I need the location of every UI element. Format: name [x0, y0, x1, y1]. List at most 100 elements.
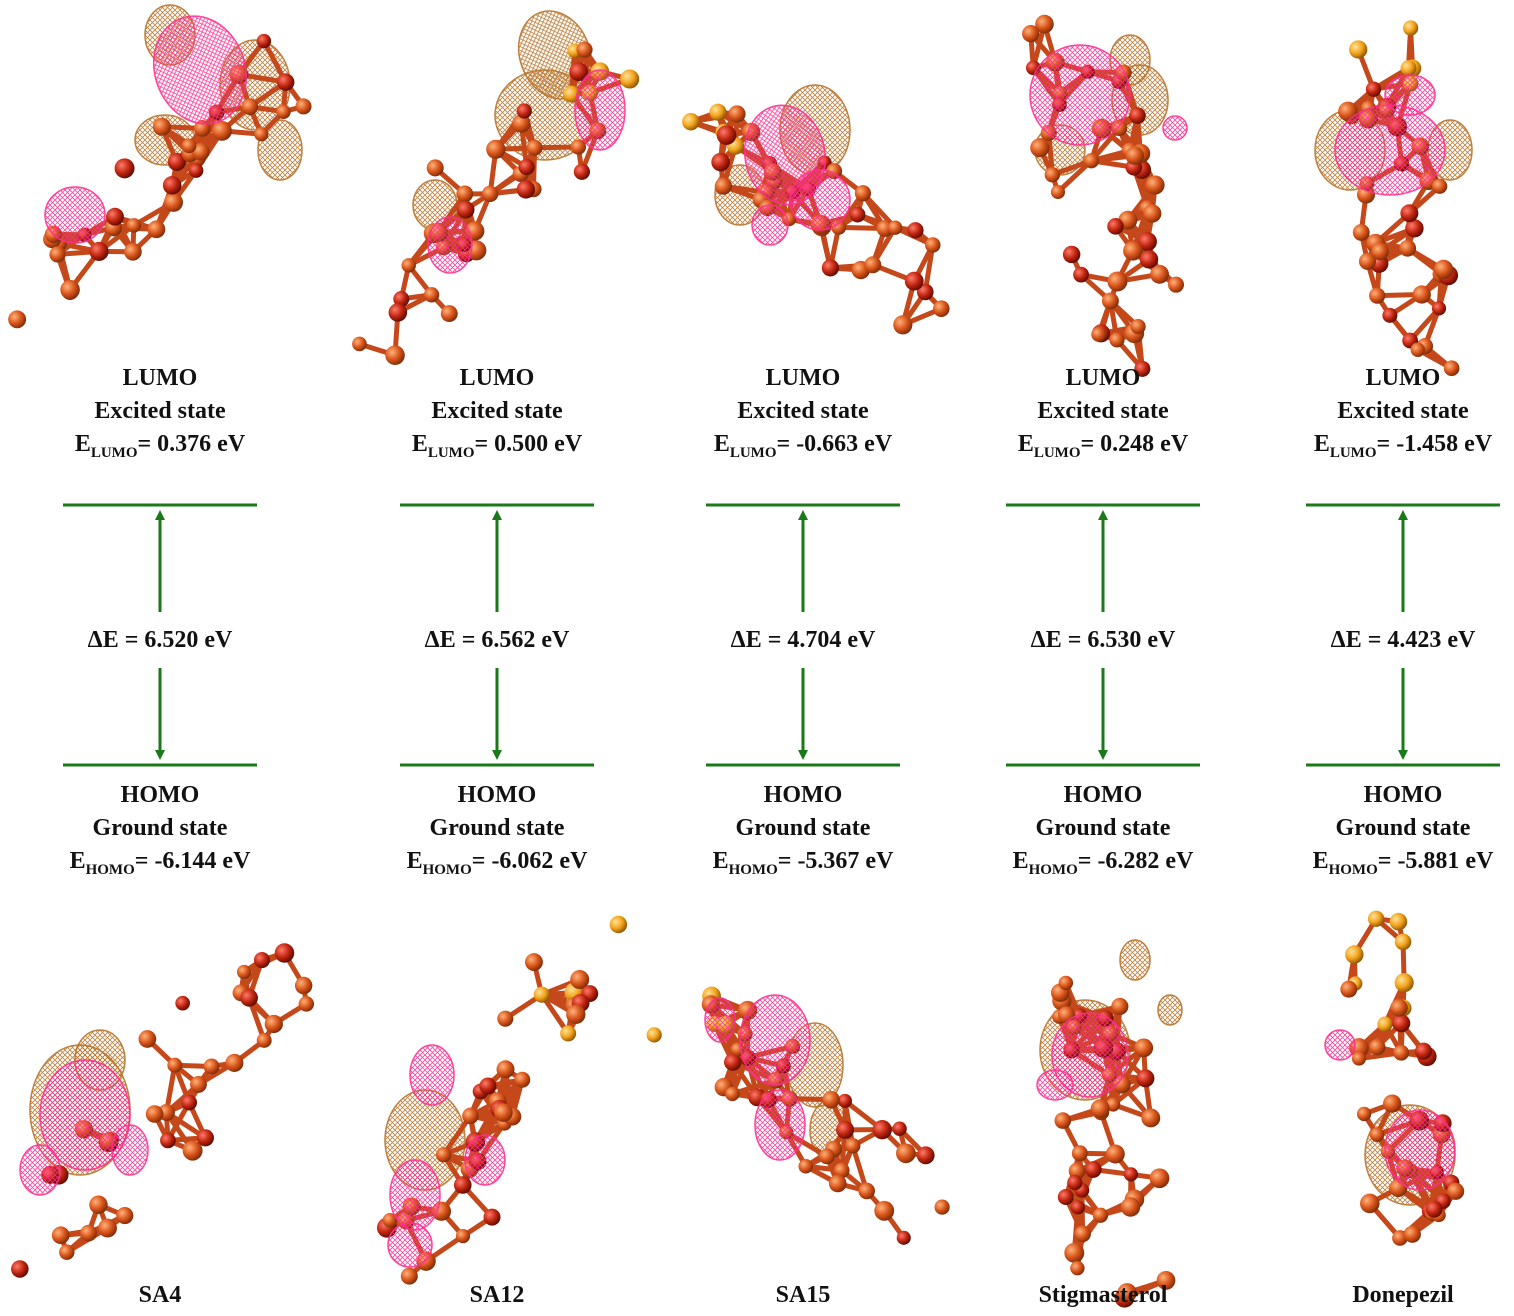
- atom: [212, 120, 232, 141]
- atom: [533, 986, 550, 1003]
- atom: [401, 258, 416, 273]
- atom: [1351, 1051, 1367, 1066]
- atom: [147, 220, 166, 239]
- orbital-lobe-positive: [754, 1089, 806, 1161]
- homo-label: HOMO Ground state EHOMO= -6.282 eV: [953, 779, 1253, 881]
- atom: [1064, 1242, 1085, 1263]
- lumo-title: LUMO: [765, 365, 841, 391]
- energy-gap-value: ΔE = 4.704 eV: [730, 627, 876, 653]
- atom: [1105, 1144, 1125, 1164]
- atom: [462, 1107, 479, 1125]
- atom: [264, 1014, 283, 1034]
- atom: [1067, 1175, 1083, 1191]
- atom: [1382, 307, 1398, 323]
- atom: [382, 1212, 398, 1228]
- orbital-lobe-positive: [1324, 1029, 1356, 1061]
- homo-state: Ground state: [92, 815, 228, 841]
- atom: [1414, 1042, 1433, 1060]
- atom: [1070, 1200, 1085, 1215]
- homo-energy-symbol: E: [1012, 848, 1029, 874]
- atom: [1120, 1197, 1141, 1217]
- atom: [518, 158, 535, 176]
- energy-gap-label: ΔE = 4.704 eV: [683, 625, 923, 655]
- homo-energy-subscript: HOMO: [422, 862, 472, 878]
- atom: [1084, 1161, 1102, 1178]
- atom: [80, 1224, 97, 1242]
- lumo-state: Excited state: [1337, 398, 1469, 424]
- atom: [225, 1053, 244, 1072]
- atom: [1431, 301, 1447, 316]
- orbital-lobe-negative: [1157, 994, 1183, 1026]
- atom: [479, 1077, 497, 1095]
- atom: [455, 1228, 471, 1244]
- atom: [1068, 1162, 1086, 1180]
- lumo-energy-symbol: E: [1313, 431, 1330, 457]
- atom: [426, 159, 444, 177]
- atom: [493, 1103, 513, 1123]
- atom: [1073, 266, 1089, 283]
- atom: [254, 127, 269, 142]
- orbital-lobe-positive: [1029, 44, 1131, 146]
- orbital-lobe-positive: [1384, 1109, 1456, 1191]
- atom: [295, 98, 312, 115]
- lumo-label: LUMO Excited state ELUMO= -0.663 eV: [653, 362, 953, 464]
- atom: [192, 143, 210, 161]
- orbital-lobe-positive: [44, 186, 106, 244]
- atom: [1134, 1038, 1154, 1058]
- atom: [907, 222, 924, 239]
- orbital-lobe-positive: [19, 1144, 61, 1196]
- lumo-title: LUMO: [459, 365, 535, 391]
- atom: [904, 271, 924, 291]
- atom: [240, 989, 258, 1007]
- compound-name: Donepezil: [1352, 1282, 1454, 1308]
- atom: [1377, 1016, 1393, 1032]
- atom: [89, 241, 109, 261]
- atom: [1389, 912, 1408, 931]
- homo-energy-symbol: E: [712, 848, 729, 874]
- atom: [1410, 342, 1425, 357]
- atom: [196, 1129, 214, 1147]
- atom: [1062, 245, 1081, 264]
- atom: [892, 1121, 907, 1136]
- compound-name: SA15: [775, 1282, 831, 1308]
- atom: [896, 1230, 911, 1245]
- atom: [1117, 1283, 1137, 1303]
- homo-energy-value: = -6.144 eV: [134, 848, 251, 874]
- atom: [1358, 252, 1377, 270]
- atom: [60, 279, 80, 300]
- atom: [646, 1027, 662, 1043]
- atom: [1156, 1271, 1176, 1290]
- atom: [1403, 1225, 1421, 1243]
- atom: [1022, 25, 1040, 43]
- orbital-lobe-positive: [39, 1059, 131, 1171]
- lumo-label: LUMO Excited state ELUMO= 0.376 eV: [10, 362, 310, 464]
- atom: [1083, 153, 1100, 169]
- orbital-lobe-positive: [1162, 115, 1188, 141]
- atom: [1402, 20, 1419, 36]
- atom: [126, 218, 142, 233]
- homo-label: HOMO Ground state EHOMO= -5.367 eV: [653, 779, 953, 881]
- atom: [190, 1076, 207, 1093]
- homo-title: HOMO: [1363, 782, 1443, 808]
- atom: [1134, 360, 1151, 377]
- atom: [822, 1090, 840, 1109]
- atom: [1101, 292, 1119, 310]
- atom: [821, 259, 840, 277]
- atom: [609, 915, 628, 934]
- atom: [728, 105, 746, 123]
- atom: [1057, 1188, 1074, 1206]
- atom: [709, 103, 727, 121]
- homo-label: HOMO Ground state EHOMO= -6.144 eV: [10, 779, 310, 881]
- orbital-lobe-positive: [409, 1044, 455, 1106]
- homo-title: HOMO: [120, 782, 200, 808]
- atom: [934, 1199, 950, 1215]
- orbital-lobe-positive: [152, 15, 248, 125]
- lumo-energy-symbol: E: [411, 431, 428, 457]
- atom: [8, 310, 27, 329]
- atom: [1091, 326, 1107, 342]
- lumo-label: LUMO Excited state ELUMO= 0.500 eV: [347, 362, 647, 464]
- atom: [864, 256, 882, 274]
- lumo-state: Excited state: [94, 398, 226, 424]
- atom: [294, 976, 313, 995]
- atom: [1107, 271, 1128, 292]
